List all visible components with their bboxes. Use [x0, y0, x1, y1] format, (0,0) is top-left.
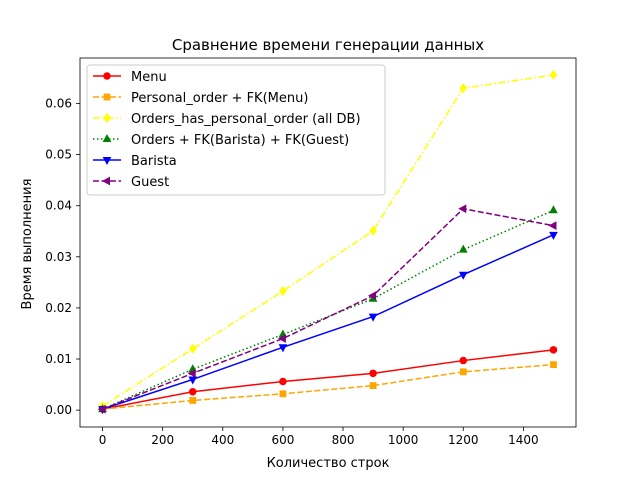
series-3 [98, 205, 558, 413]
legend-marker [102, 176, 110, 186]
data-point [188, 376, 198, 385]
y-tick-label: 0.00 [45, 403, 72, 417]
legend-marker [102, 157, 112, 165]
series-5 [97, 204, 557, 414]
x-tick-label: 1000 [388, 433, 419, 447]
data-point [188, 387, 197, 396]
x-axis: 0 200 400 600 800 1000 1200 1400 [99, 427, 539, 447]
data-point [369, 382, 377, 390]
data-point [458, 271, 468, 280]
legend-marker [103, 72, 111, 80]
data-point [549, 346, 558, 354]
data-point [459, 356, 468, 365]
data-point [278, 344, 288, 353]
legend-marker [102, 134, 112, 142]
legend-label: Barista [131, 154, 177, 169]
x-tick-label: 0 [99, 433, 107, 447]
legend-label: Orders_has_personal_order (all DB) [131, 112, 361, 127]
y-tick-label: 0.04 [45, 199, 72, 213]
x-tick-label: 800 [332, 433, 355, 447]
data-point [369, 225, 377, 236]
legend-entry-4: Barista [93, 154, 177, 169]
y-tick-label: 0.02 [45, 301, 72, 315]
x-tick-label: 600 [271, 433, 294, 447]
legend-entry-2: Orders_has_personal_order (all DB) [93, 112, 361, 127]
series-line-1 [102, 363, 554, 410]
x-tick-label: 400 [211, 433, 234, 447]
data-point [550, 361, 557, 369]
series-line-3 [102, 209, 554, 410]
data-point [459, 83, 468, 94]
data-point [97, 404, 106, 414]
legend: Menu Personal_order + FK(Menu) Orders_has_… [86, 64, 386, 196]
legend-marker [103, 93, 111, 101]
data-point [459, 368, 467, 376]
data-point [368, 291, 377, 301]
y-tick-label: 0.05 [45, 148, 72, 162]
x-tick-label: 200 [151, 433, 174, 447]
data-point [188, 343, 197, 354]
chart-title: Сравнение времени генерации данных [172, 36, 484, 54]
plot-area [97, 69, 558, 415]
data-point [369, 369, 377, 378]
legend-label: Orders + FK(Barista) + FK(Guest) [131, 133, 349, 148]
y-tick-label: 0.03 [45, 250, 72, 264]
data-point [189, 397, 197, 404]
axes-frame [79, 57, 577, 428]
data-point [279, 286, 287, 297]
data-point [279, 377, 287, 386]
series-line-4 [102, 234, 554, 410]
y-tick-label: 0.01 [45, 352, 72, 366]
series-line-0 [102, 349, 554, 410]
legend-label: Guest [131, 175, 169, 190]
axes-border [79, 57, 577, 428]
legend-entry-1: Personal_order + FK(Menu) [93, 91, 308, 106]
y-axis: 0.00 0.01 0.02 0.03 0.04 0.05 0.06 [45, 96, 80, 417]
data-point [187, 368, 196, 378]
legend-entry-3: Orders + FK(Barista) + FK(Guest) [93, 133, 349, 148]
legend-box [86, 64, 386, 196]
series-line-2 [102, 74, 554, 407]
data-point [368, 313, 378, 322]
x-tick-label: 1400 [508, 433, 539, 447]
data-point [279, 390, 287, 398]
data-point [549, 205, 558, 214]
legend-entry-5: Guest [93, 175, 169, 190]
data-point [548, 221, 557, 230]
series-2 [98, 69, 558, 412]
legend-entry-0: Menu [93, 70, 167, 85]
legend-marker [103, 113, 111, 123]
data-point [549, 231, 558, 240]
data-point [549, 69, 558, 80]
legend-label: Personal_order + FK(Menu) [131, 91, 308, 106]
x-tick-label: 1200 [448, 433, 479, 447]
data-point [277, 334, 286, 343]
x-axis-label: Количество строк [267, 456, 390, 471]
y-tick-label: 0.06 [45, 96, 72, 110]
series-line-5 [102, 207, 554, 410]
legend-label: Menu [131, 70, 167, 85]
data-point [458, 244, 468, 253]
series-4 [98, 231, 558, 415]
data-point [458, 204, 467, 214]
y-axis-label: Время выполнения [20, 179, 35, 310]
